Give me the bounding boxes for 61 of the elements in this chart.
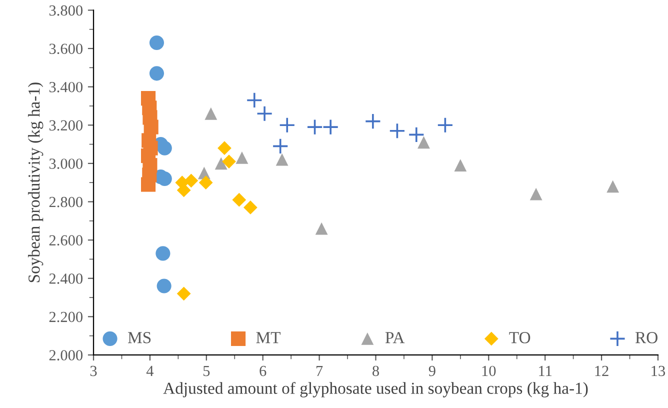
x-tick-label: 6 bbox=[260, 366, 266, 376]
legend-label: TO bbox=[509, 332, 530, 344]
point bbox=[222, 154, 236, 168]
point bbox=[204, 107, 218, 120]
point bbox=[364, 113, 382, 130]
x-tick-label: 5 bbox=[203, 366, 210, 376]
point bbox=[232, 192, 246, 207]
y-tick-label: 3.600 bbox=[49, 44, 83, 54]
legend-label: MS bbox=[128, 332, 151, 344]
point bbox=[184, 174, 198, 188]
point bbox=[243, 200, 258, 214]
y-axis-title: Soybean produtivity (kg ha-1) bbox=[28, 82, 44, 282]
point bbox=[436, 116, 454, 134]
x-tick-label: 8 bbox=[372, 366, 379, 376]
point bbox=[322, 118, 339, 136]
point bbox=[156, 278, 172, 294]
x-tick-label: 11 bbox=[539, 366, 552, 376]
point bbox=[418, 136, 430, 149]
x-tick-label: 3 bbox=[90, 366, 97, 376]
legend-label: PA bbox=[385, 332, 405, 344]
y-tick-label: 2.400 bbox=[49, 273, 83, 284]
point bbox=[236, 151, 248, 164]
point bbox=[198, 176, 213, 190]
x-tick-label: 13 bbox=[652, 366, 666, 376]
point bbox=[149, 66, 164, 81]
point bbox=[606, 180, 620, 193]
x-tick-label: 4 bbox=[146, 366, 154, 376]
legend-label: RO bbox=[635, 332, 658, 344]
y-tick-label: 2.000 bbox=[49, 350, 83, 360]
point bbox=[276, 153, 288, 166]
point bbox=[149, 35, 164, 50]
point bbox=[272, 138, 289, 154]
point bbox=[157, 140, 172, 156]
point bbox=[256, 105, 273, 122]
point bbox=[214, 157, 228, 170]
point bbox=[306, 118, 323, 136]
y-tick-label: 2.800 bbox=[49, 196, 83, 208]
point bbox=[140, 177, 156, 192]
x-tick-label: 7 bbox=[316, 366, 323, 376]
point bbox=[218, 141, 232, 156]
y-tick-label: 3.200 bbox=[49, 120, 83, 131]
point bbox=[408, 126, 425, 143]
x-tick-label: 10 bbox=[482, 366, 496, 376]
point bbox=[246, 92, 263, 108]
y-tick-label: 2.200 bbox=[49, 312, 83, 322]
point bbox=[315, 222, 328, 235]
point bbox=[176, 286, 191, 301]
point bbox=[389, 122, 406, 140]
legend-label: MT bbox=[256, 332, 281, 344]
x-tick-label: 9 bbox=[428, 366, 436, 376]
x-tick-label: 12 bbox=[595, 366, 608, 376]
x-axis-title: Adjusted amount of glyphosate used in soybean crops (kg ha-1) bbox=[163, 382, 588, 398]
point bbox=[530, 188, 542, 200]
point bbox=[454, 159, 467, 172]
y-tick-label: 3.400 bbox=[49, 82, 83, 92]
y-tick-label: 2.600 bbox=[49, 235, 83, 246]
y-tick-label: 3.800 bbox=[49, 5, 83, 16]
y-tick-label: 3.000 bbox=[49, 158, 83, 169]
point bbox=[278, 116, 296, 134]
point bbox=[156, 246, 170, 261]
point bbox=[144, 120, 158, 134]
